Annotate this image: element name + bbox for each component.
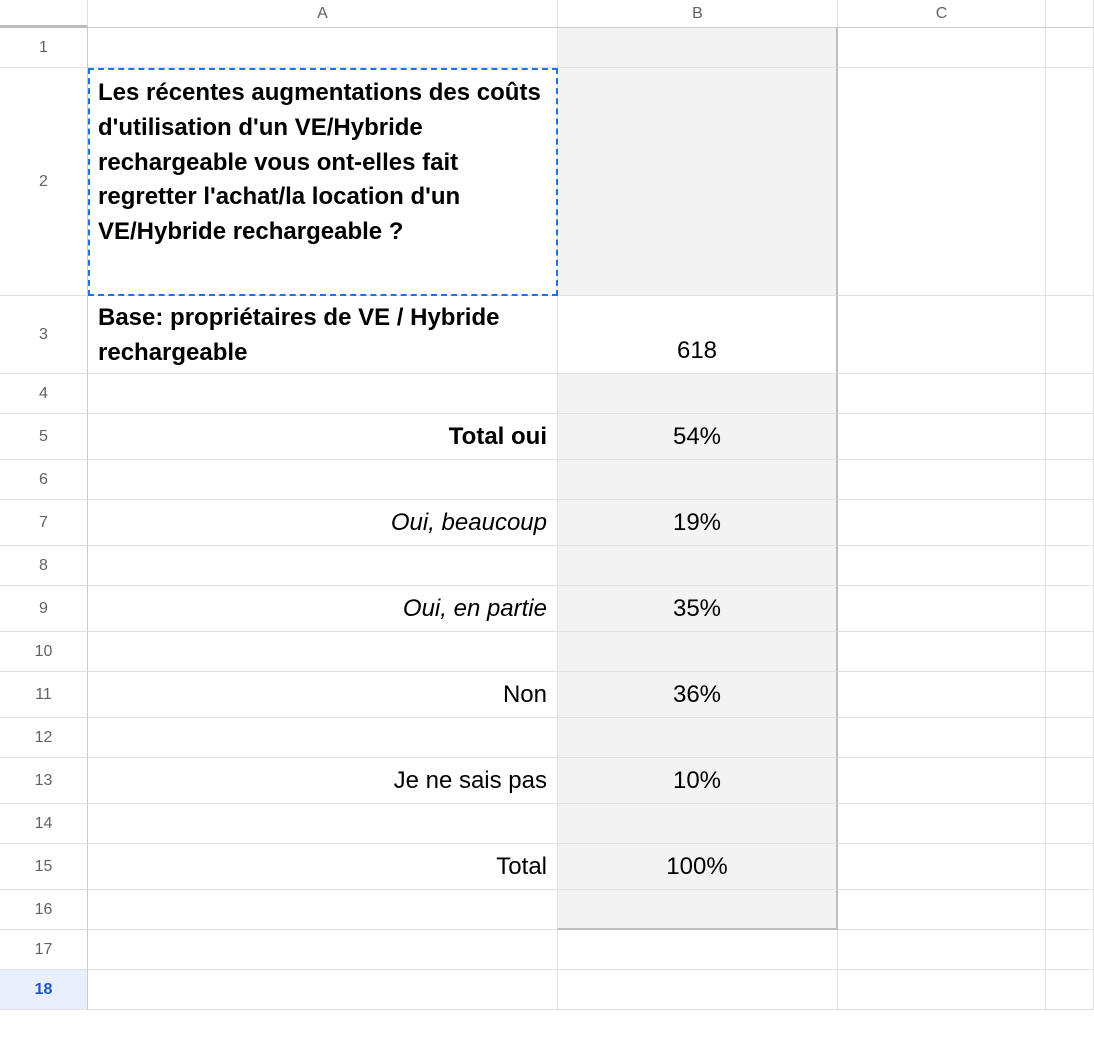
cell-D17[interactable] (1046, 930, 1094, 970)
cell-A18[interactable] (88, 970, 558, 1010)
cell-A16[interactable] (88, 890, 558, 930)
cell-A9[interactable]: Oui, en partie (88, 586, 558, 632)
cell-D6[interactable] (1046, 460, 1094, 500)
row-header-2[interactable]: 2 (0, 68, 88, 296)
cell-A10[interactable] (88, 632, 558, 672)
col-header-A[interactable]: A (88, 0, 558, 28)
row-header-6[interactable]: 6 (0, 460, 88, 500)
cell-B11[interactable]: 36% (558, 672, 838, 718)
cell-B16[interactable] (558, 890, 838, 930)
cell-C18[interactable] (838, 970, 1046, 1010)
row-header-16[interactable]: 16 (0, 890, 88, 930)
cell-A4[interactable] (88, 374, 558, 414)
cell-A1[interactable] (88, 28, 558, 68)
row-header-11[interactable]: 11 (0, 672, 88, 718)
row-header-14[interactable]: 14 (0, 804, 88, 844)
col-header-C[interactable]: C (838, 0, 1046, 28)
cell-D15[interactable] (1046, 844, 1094, 890)
cell-B10[interactable] (558, 632, 838, 672)
spreadsheet-grid[interactable]: A B C 1 2 Les récentes augmentations des… (0, 0, 1094, 1010)
row-header-15[interactable]: 15 (0, 844, 88, 890)
cell-C11[interactable] (838, 672, 1046, 718)
cell-C12[interactable] (838, 718, 1046, 758)
col-header-B[interactable]: B (558, 0, 838, 28)
cell-D10[interactable] (1046, 632, 1094, 672)
cell-C16[interactable] (838, 890, 1046, 930)
cell-A8[interactable] (88, 546, 558, 586)
cell-D2[interactable] (1046, 68, 1094, 296)
cell-B8[interactable] (558, 546, 838, 586)
row-header-12[interactable]: 12 (0, 718, 88, 758)
cell-A3[interactable]: Base: propriétaires de VE / Hybride rech… (88, 296, 558, 374)
cell-D5[interactable] (1046, 414, 1094, 460)
cell-B14[interactable] (558, 804, 838, 844)
cell-D12[interactable] (1046, 718, 1094, 758)
cell-A11[interactable]: Non (88, 672, 558, 718)
cell-B17[interactable] (558, 930, 838, 970)
cell-B6[interactable] (558, 460, 838, 500)
cell-C1[interactable] (838, 28, 1046, 68)
col-header-next[interactable] (1046, 0, 1094, 28)
cell-C3[interactable] (838, 296, 1046, 374)
cell-D4[interactable] (1046, 374, 1094, 414)
cell-B18[interactable] (558, 970, 838, 1010)
row-header-4[interactable]: 4 (0, 374, 88, 414)
cell-B12[interactable] (558, 718, 838, 758)
cell-D14[interactable] (1046, 804, 1094, 844)
cell-C4[interactable] (838, 374, 1046, 414)
cell-B3[interactable]: 618 (558, 296, 838, 374)
cell-D13[interactable] (1046, 758, 1094, 804)
cell-D16[interactable] (1046, 890, 1094, 930)
cell-D7[interactable] (1046, 500, 1094, 546)
cell-A13[interactable]: Je ne sais pas (88, 758, 558, 804)
row-header-7[interactable]: 7 (0, 500, 88, 546)
cell-D3[interactable] (1046, 296, 1094, 374)
cell-B2[interactable] (558, 68, 838, 296)
cell-C17[interactable] (838, 930, 1046, 970)
select-all-corner[interactable] (0, 0, 88, 28)
cell-A12[interactable] (88, 718, 558, 758)
cell-C8[interactable] (838, 546, 1046, 586)
row-header-17[interactable]: 17 (0, 930, 88, 970)
row-header-18[interactable]: 18 (0, 970, 88, 1010)
cell-D9[interactable] (1046, 586, 1094, 632)
cell-D11[interactable] (1046, 672, 1094, 718)
cell-C15[interactable] (838, 844, 1046, 890)
cell-A15[interactable]: Total (88, 844, 558, 890)
cell-C9[interactable] (838, 586, 1046, 632)
row-header-8[interactable]: 8 (0, 546, 88, 586)
cell-C13[interactable] (838, 758, 1046, 804)
cell-A14[interactable] (88, 804, 558, 844)
cell-B4[interactable] (558, 374, 838, 414)
cell-B9[interactable]: 35% (558, 586, 838, 632)
cell-B7[interactable]: 19% (558, 500, 838, 546)
cell-A2[interactable]: Les récentes augmentations des coûts d'u… (88, 68, 558, 296)
cell-B15[interactable]: 100% (558, 844, 838, 890)
cell-A6[interactable] (88, 460, 558, 500)
cell-C6[interactable] (838, 460, 1046, 500)
row-header-5[interactable]: 5 (0, 414, 88, 460)
row-header-9[interactable]: 9 (0, 586, 88, 632)
cell-A7[interactable]: Oui, beaucoup (88, 500, 558, 546)
cell-C14[interactable] (838, 804, 1046, 844)
row-header-1[interactable]: 1 (0, 28, 88, 68)
cell-C7[interactable] (838, 500, 1046, 546)
row-header-13[interactable]: 13 (0, 758, 88, 804)
cell-C10[interactable] (838, 632, 1046, 672)
cell-A17[interactable] (88, 930, 558, 970)
cell-B1[interactable] (558, 28, 838, 68)
cell-B13[interactable]: 10% (558, 758, 838, 804)
row-header-3[interactable]: 3 (0, 296, 88, 374)
cell-D8[interactable] (1046, 546, 1094, 586)
cell-D18[interactable] (1046, 970, 1094, 1010)
cell-C2[interactable] (838, 68, 1046, 296)
cell-B5[interactable]: 54% (558, 414, 838, 460)
cell-A5[interactable]: Total oui (88, 414, 558, 460)
row-header-10[interactable]: 10 (0, 632, 88, 672)
cell-C5[interactable] (838, 414, 1046, 460)
cell-D1[interactable] (1046, 28, 1094, 68)
